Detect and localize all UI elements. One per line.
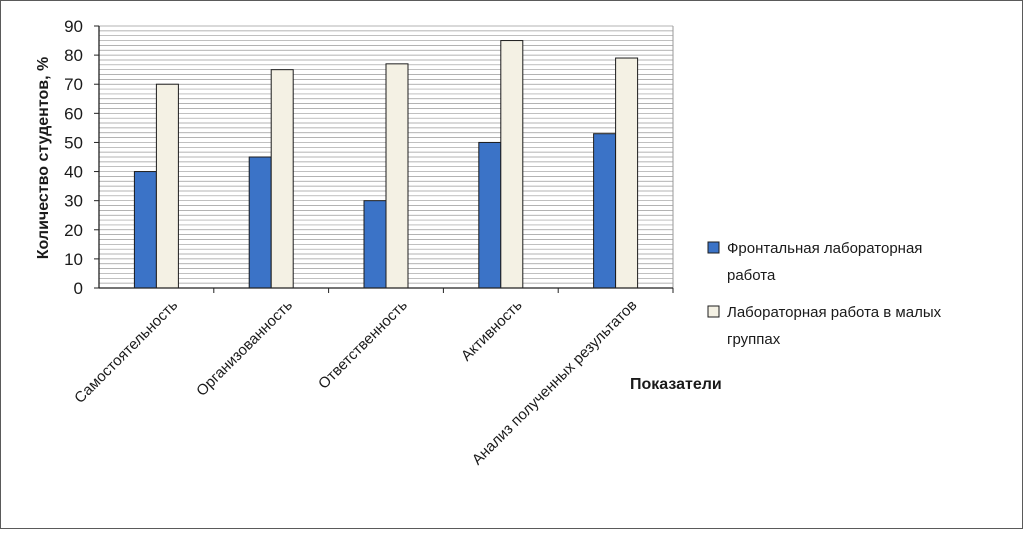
legend-label: Фронтальная лабораторная — [727, 240, 922, 257]
bar-frontal-2 — [363, 200, 387, 289]
y-tick-label: 30 — [64, 192, 83, 211]
bars — [133, 40, 639, 289]
axes — [94, 25, 674, 293]
legend-label: работа — [727, 267, 776, 284]
y-tick-label: 70 — [64, 75, 83, 94]
y-tick-label: 0 — [74, 279, 83, 298]
bar-small-groups-4 — [615, 57, 639, 289]
y-tick-label: 50 — [64, 133, 83, 152]
y-tick-label: 10 — [64, 250, 83, 269]
bar-frontal-4 — [593, 133, 617, 289]
x-tick-label: Ответственность — [315, 297, 411, 393]
x-tick-labels: Самостоятельность Организованность Ответст… — [71, 297, 640, 469]
bar-frontal-1 — [248, 156, 272, 289]
y-tick-label: 20 — [64, 221, 83, 240]
legend-label: Лабораторная работа в малых — [727, 304, 942, 321]
legend-label: группах — [727, 331, 781, 348]
bar-frontal-3 — [478, 141, 502, 289]
y-tick-label: 40 — [64, 163, 83, 182]
y-axis-title: Количество студентов, % — [35, 57, 52, 259]
bar-frontal-0 — [133, 171, 157, 289]
x-axis-title: Показатели — [630, 376, 722, 393]
x-tick-label: Организованность — [193, 297, 296, 400]
y-tick-label: 90 — [64, 17, 83, 36]
y-tick-label: 80 — [64, 46, 83, 65]
legend: Фронтальная лабораторная работа Лабораторн… — [707, 240, 942, 348]
x-tick-label: Активность — [458, 297, 526, 365]
legend-swatch — [707, 305, 720, 318]
y-tick-label: 60 — [64, 104, 83, 123]
x-tick-label: Самостоятельность — [71, 297, 181, 407]
bar-small-groups-2 — [385, 63, 409, 289]
legend-swatch — [707, 241, 720, 254]
y-tick-labels: 0 10 20 30 40 50 60 70 80 90 — [64, 17, 83, 298]
bar-small-groups-0 — [155, 83, 179, 289]
bar-small-groups-1 — [270, 69, 294, 289]
bar-small-groups-3 — [500, 40, 524, 289]
